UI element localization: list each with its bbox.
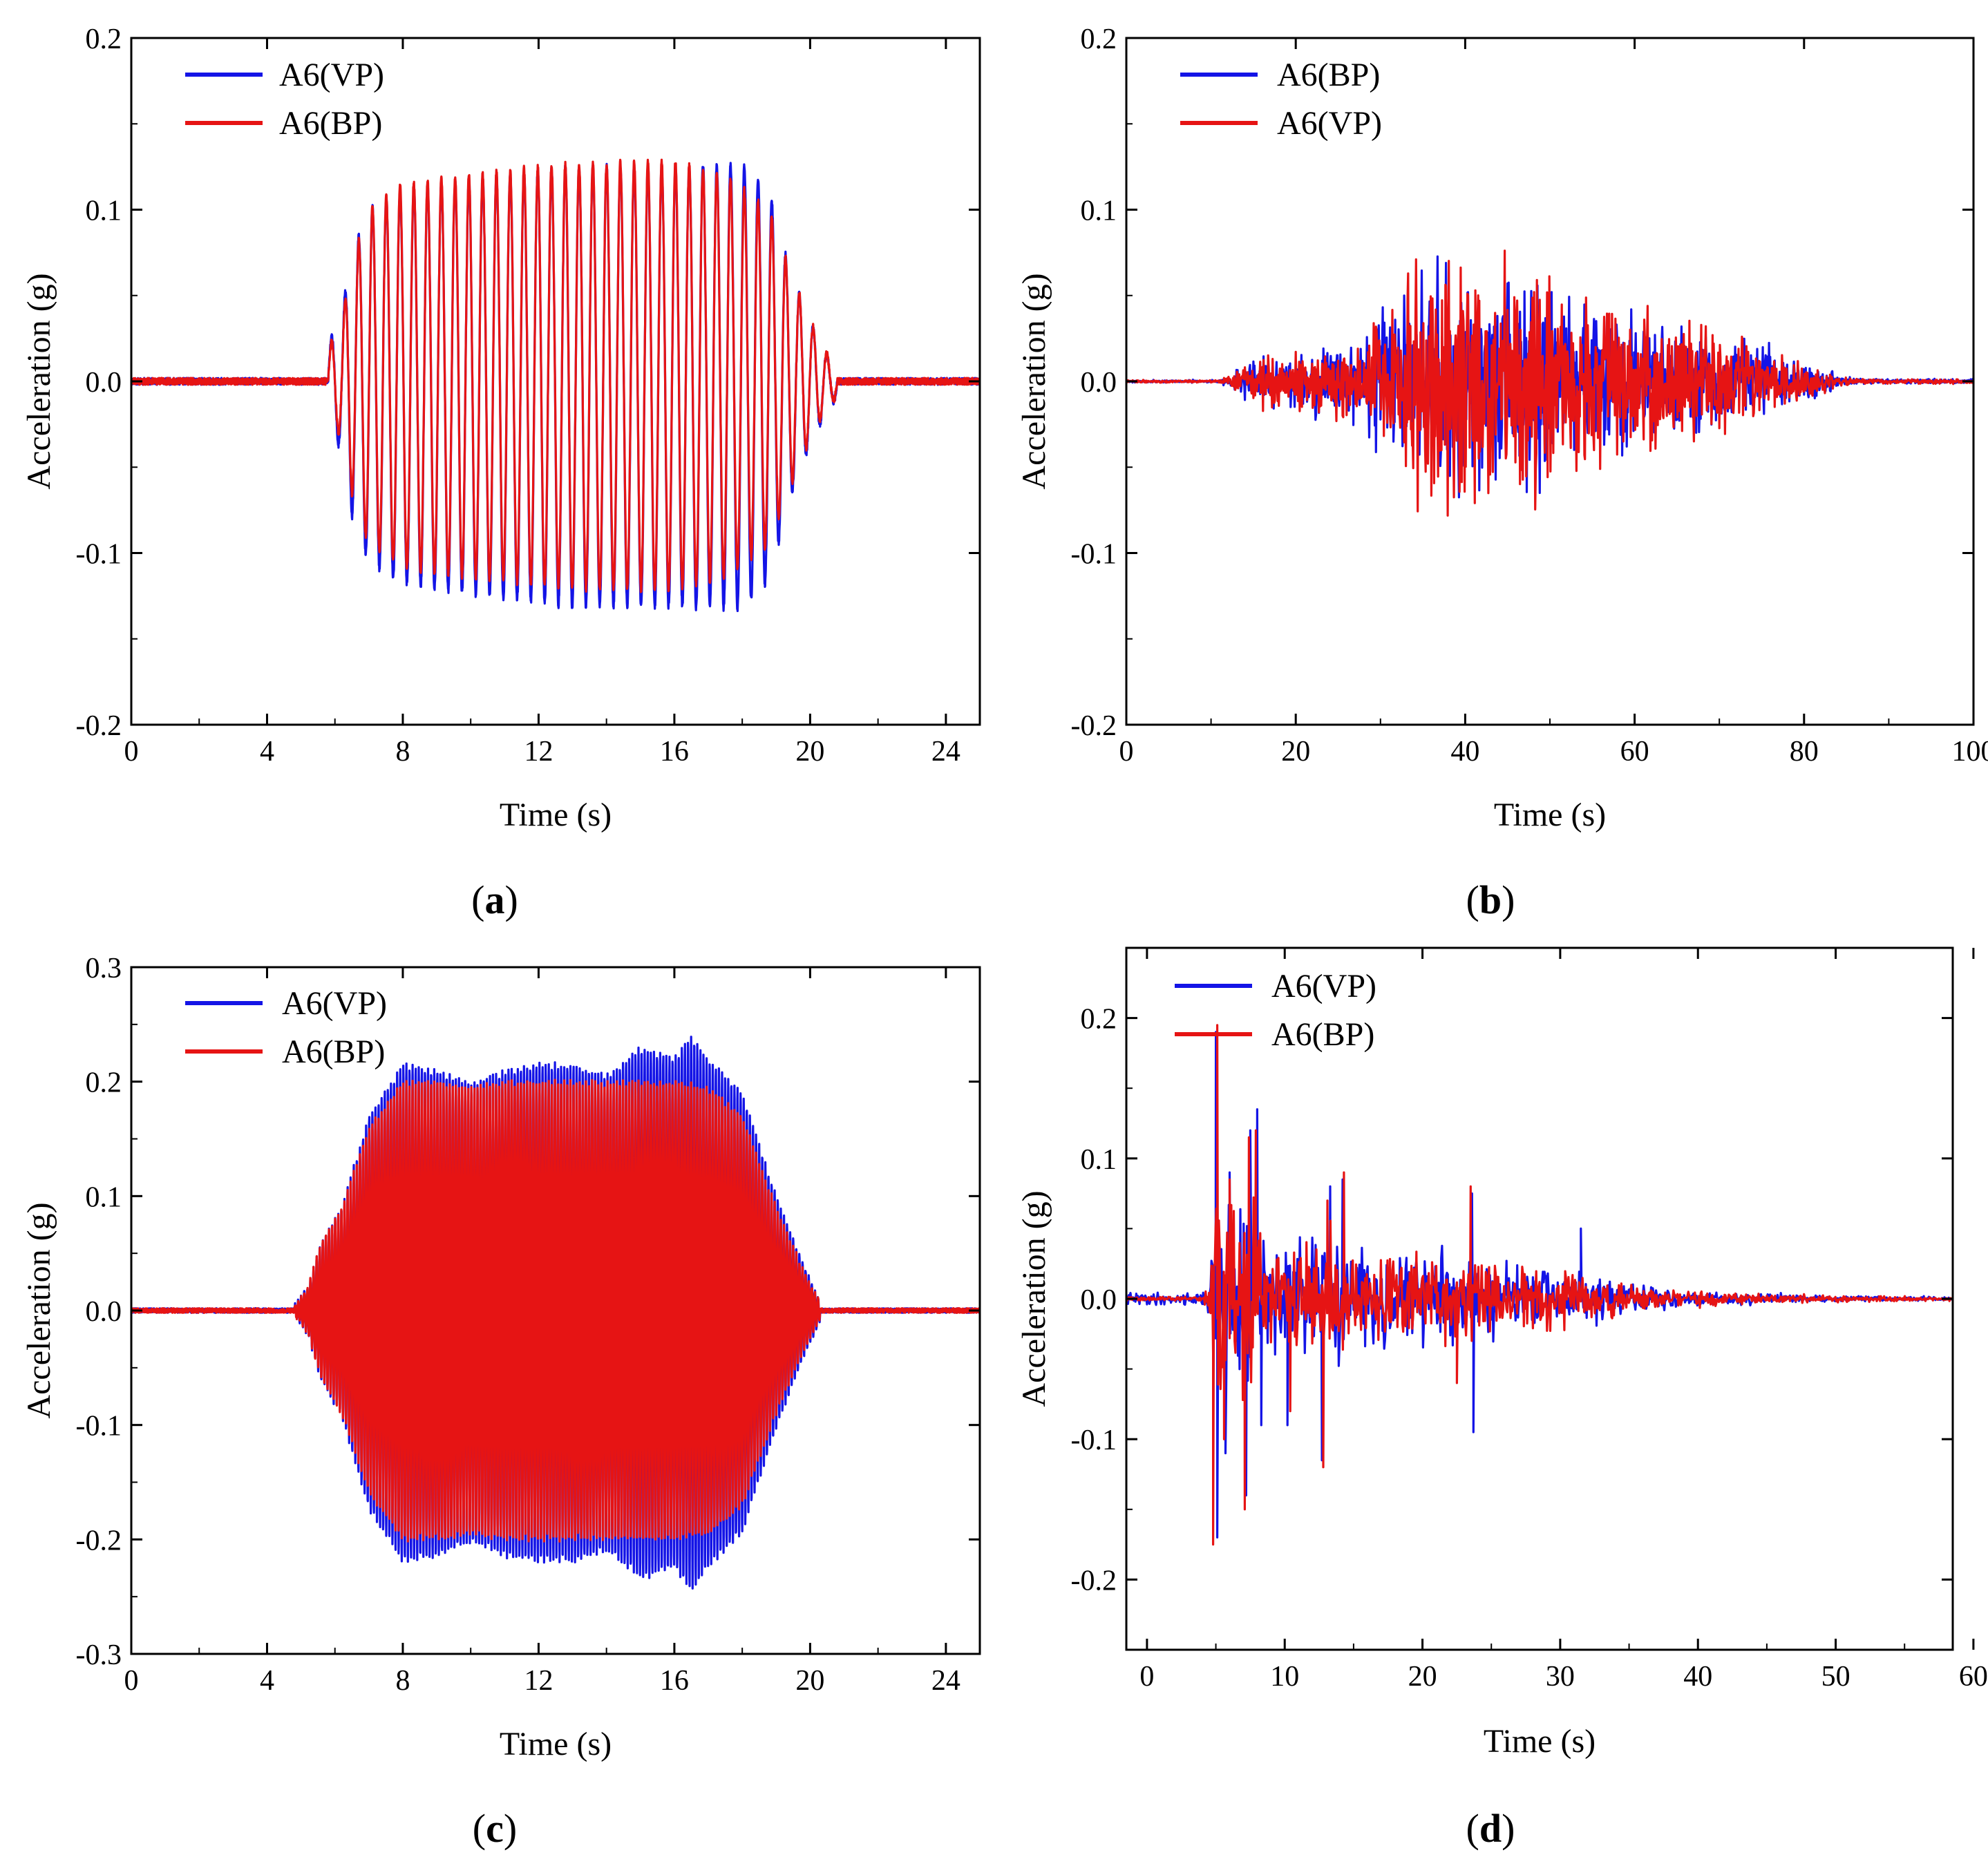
- x-axis-label: Time (s): [500, 797, 612, 833]
- panel-d: 0 10 20 30 40 50 60-0.2-0.10.00.10.2 Time (s) …: [1016, 946, 1988, 1851]
- y-tick-label: -0.2: [76, 1525, 122, 1556]
- y-tick-label: -0.1: [76, 539, 122, 571]
- y-tick-label: -0.2: [1071, 1565, 1117, 1597]
- x-tick-label: 16: [660, 736, 689, 768]
- y-tick-label: 0.2: [1081, 1004, 1117, 1036]
- y-tick-label: 0.2: [86, 23, 122, 55]
- ticks: 0 4 8 12 16 20 24 -0.2 -0.1 0.0 0.1 0.2: [76, 23, 980, 768]
- series-line-2: [131, 1078, 980, 1543]
- panel-label: (c): [473, 1806, 517, 1851]
- x-tick-label: 20: [795, 736, 824, 768]
- x-tick-label: 8: [395, 1665, 410, 1697]
- y-tick-label: -0.1: [76, 1411, 122, 1442]
- legend-label-series-1: A6(VP): [279, 57, 384, 93]
- y-tick-label: -0.2: [1071, 710, 1117, 742]
- legend-label-series-2: A6(BP): [279, 105, 382, 142]
- x-tick-label: 60: [1959, 1661, 1988, 1693]
- x-tick-label: 16: [660, 1665, 689, 1697]
- legend-label-series-1: A6(BP): [1277, 57, 1380, 93]
- x-tick-label: 80: [1790, 736, 1819, 768]
- y-axis-label: Acceleration (g): [1016, 1190, 1052, 1407]
- legend: A6(VP) A6(BP): [1175, 968, 1376, 1053]
- ticks: 0 10 20 30 40 50 60 -0.2 -0.1 0.0 0.1 0.2: [1071, 948, 1988, 1693]
- y-tick-label: 0.1: [86, 1181, 122, 1213]
- y-tick-label: -0.3: [76, 1639, 122, 1671]
- y-tick-label: 0.1: [1081, 1144, 1117, 1176]
- legend-label-series-2: A6(BP): [282, 1034, 385, 1070]
- plot-lines: [131, 158, 980, 612]
- series-line-2: [1126, 249, 1973, 517]
- x-tick-label: 30: [1546, 1661, 1575, 1693]
- x-tick-label: 100: [1952, 736, 1988, 768]
- panel-a: 0 4 8 12 16 20 24 -0.2 -0.1 0.0 0.1 0.2 Time (s) Ac…: [21, 23, 981, 922]
- x-tick-label: 4: [260, 1665, 274, 1697]
- x-tick-label: 20: [795, 1665, 824, 1697]
- x-tick-label: 40: [1683, 1661, 1712, 1693]
- x-tick-label: 8: [395, 736, 410, 768]
- y-tick-label: 0.2: [86, 1067, 122, 1099]
- x-tick-label: 0: [124, 736, 139, 768]
- y-tick-label: -0.2: [76, 710, 122, 742]
- y-tick-label: 0.2: [1081, 23, 1117, 55]
- y-axis-label: Acceleration (g): [21, 273, 57, 489]
- plot-lines: [131, 1036, 980, 1590]
- legend: A6(VP) A6(BP): [185, 985, 387, 1070]
- x-tick-label: 50: [1821, 1661, 1850, 1693]
- x-axis-label: Time (s): [1494, 797, 1606, 833]
- plot-lines: [1126, 1024, 1953, 1546]
- x-tick-label: 60: [1620, 736, 1649, 768]
- panel-label: (a): [471, 877, 518, 922]
- ticks: 0 4 8 12 16 20 24 -0.3 -0.2 -0.1 0.0 0.1 0.2 0.3: [76, 953, 980, 1697]
- x-tick-label: 24: [931, 736, 960, 768]
- panel-b: 0 20 40 60 80 100 -0.2 -0.1 0.0 0.1 0.2 Time (s) A…: [1016, 23, 1988, 922]
- x-tick-label: 40: [1450, 736, 1479, 768]
- x-axis-label: Time (s): [500, 1726, 612, 1762]
- x-tick-label: 24: [931, 1665, 960, 1697]
- x-tick-label: 10: [1270, 1661, 1299, 1693]
- y-tick-label: 0.0: [86, 1296, 122, 1328]
- legend-label-series-2: A6(VP): [1277, 105, 1382, 142]
- y-tick-label: 0.1: [86, 196, 122, 227]
- x-tick-label: 20: [1281, 736, 1310, 768]
- panel-label: (b): [1466, 877, 1515, 922]
- legend-label-series-1: A6(VP): [1271, 968, 1376, 1004]
- y-axis-label: Acceleration (g): [1016, 273, 1052, 489]
- x-tick-label: 4: [260, 736, 274, 768]
- x-tick-label: 0: [124, 1665, 139, 1697]
- x-tick-label: 0: [1139, 1661, 1154, 1693]
- plot-lines: [1126, 249, 1973, 517]
- legend: A6(BP) A6(VP): [1180, 57, 1382, 142]
- panel-label: (d): [1466, 1806, 1515, 1851]
- x-axis-label: Time (s): [1484, 1723, 1596, 1760]
- x-tick-label: 0: [1119, 736, 1134, 768]
- x-tick-label: 12: [524, 1665, 553, 1697]
- x-tick-label: 20: [1408, 1661, 1437, 1693]
- y-tick-label: 0.3: [86, 953, 122, 984]
- legend-label-series-1: A6(VP): [282, 985, 387, 1022]
- x-tick-label: 12: [524, 736, 553, 768]
- y-axis-label: Acceleration (g): [21, 1202, 57, 1418]
- series-line-2: [131, 158, 980, 593]
- y-tick-label: 0.0: [1081, 1284, 1117, 1316]
- legend: A6(VP) A6(BP): [185, 57, 384, 142]
- y-tick-label: 0.0: [86, 367, 122, 399]
- legend-label-series-2: A6(BP): [1271, 1016, 1374, 1053]
- y-tick-label: 0.0: [1081, 367, 1117, 399]
- series-line-2: [1126, 1024, 1953, 1546]
- panel-c: 0 4 8 12 16 20 24 -0.3 -0.2 -0.1 0.0 0.1 0.2 0.3 Time…: [21, 953, 981, 1851]
- y-tick-label: -0.1: [1071, 539, 1117, 571]
- ticks: 0 20 40 60 80 100 -0.2 -0.1 0.0 0.1 0.2: [1071, 23, 1988, 768]
- y-tick-label: -0.1: [1071, 1425, 1117, 1456]
- y-tick-label: 0.1: [1081, 196, 1117, 227]
